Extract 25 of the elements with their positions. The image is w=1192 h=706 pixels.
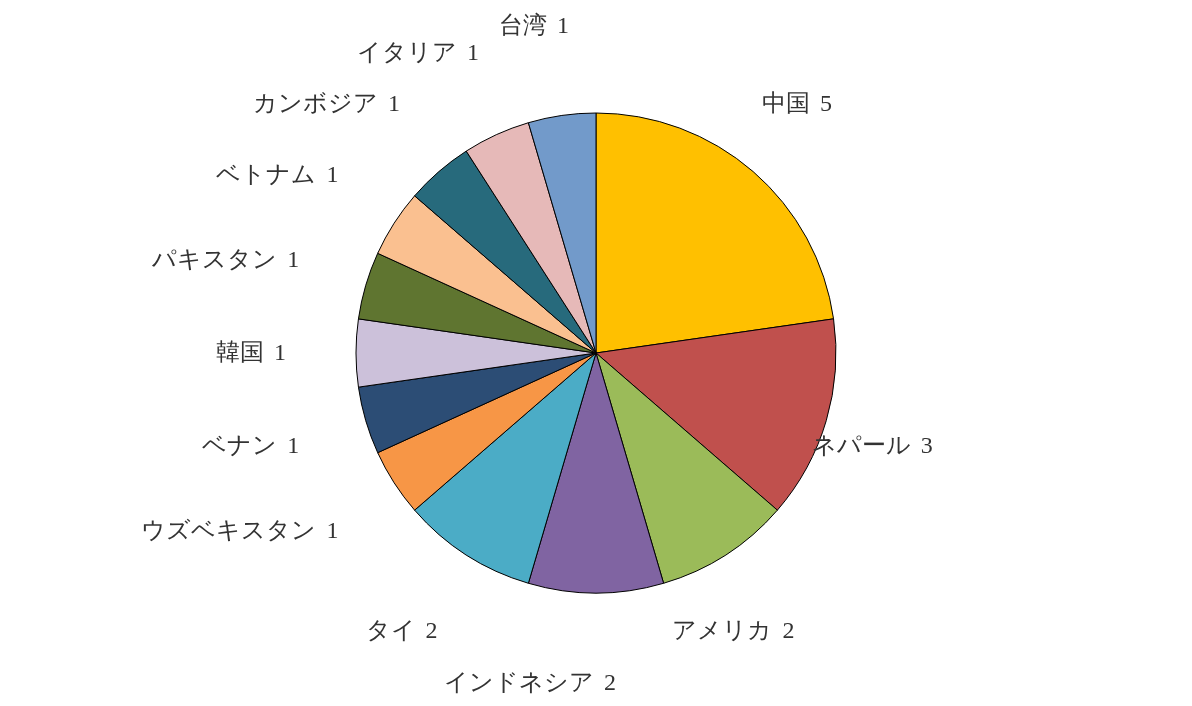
data-label: 1: [466, 38, 479, 65]
data-label: 2: [782, 616, 795, 643]
slice-label: ベナン: [202, 431, 278, 458]
slice-label: 台湾: [499, 12, 548, 39]
data-label: 5: [820, 89, 833, 116]
data-label: 1: [287, 431, 300, 458]
data-label: 1: [274, 339, 286, 365]
data-label: 1: [387, 89, 400, 116]
slice-label: 中国: [762, 89, 811, 116]
data-label: 1: [326, 517, 339, 544]
slice-label: インドネシア: [444, 669, 594, 695]
slice-label: ベトナム: [216, 160, 317, 187]
data-label: 2: [604, 669, 616, 695]
data-label: 1: [326, 160, 339, 187]
slice-label: イタリア: [356, 38, 457, 65]
data-label: 1: [557, 12, 570, 39]
slice-label: パキスタン: [151, 246, 278, 273]
slice-label: タイ: [365, 616, 416, 643]
slice-label: 韓国: [216, 339, 264, 365]
slice-label: カンボジア: [252, 89, 378, 116]
slice-label: ウズベキスタン: [141, 517, 317, 544]
slice-label: アメリカ: [672, 616, 773, 643]
data-label: 1: [287, 246, 300, 273]
data-label: 2: [425, 616, 438, 643]
data-label: 3: [920, 431, 933, 458]
